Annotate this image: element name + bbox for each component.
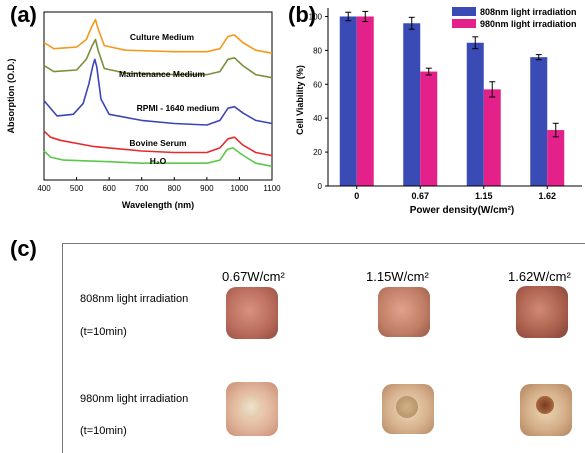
bar-808-0 — [339, 16, 357, 186]
bar-980-1.62 — [547, 130, 565, 186]
x-axis-title-b: Power density(W/cm²) — [410, 205, 514, 216]
tissue-980-1.15 — [382, 384, 434, 434]
legend-swatch-808 — [452, 7, 476, 16]
tissue-808-1.62 — [516, 286, 568, 338]
panel-label-c: (c) — [10, 236, 37, 261]
y-axis-title-a: Absorption (O.D.) — [6, 59, 16, 134]
legend-label-980: 980nm light irradiation — [480, 19, 577, 29]
cell-viability-chart: 0 20 40 60 80 100 0 0.67 1.15 1.62 808nm light ir… — [295, 7, 582, 216]
bar-980-0 — [356, 16, 374, 186]
plot-frame-a — [43, 11, 273, 181]
spectrum-line-0 — [43, 18, 273, 54]
bar-808-1.62 — [530, 57, 548, 187]
panel-label-a: (a) — [10, 2, 37, 27]
absorption-chart: 400 500 600 700 800 900 1000 1100 Culture Mediu… — [6, 11, 281, 210]
row-label-808: 808nm light irradiation — [80, 293, 189, 305]
y-tick-label-b: 20 — [313, 148, 322, 157]
spectrum-line-2 — [43, 58, 273, 126]
spectrum-line-1 — [43, 38, 273, 79]
series-label-a: H₂O — [150, 156, 167, 166]
x-tick-label-a: 600 — [102, 184, 116, 193]
series-label-a: RPMI - 1640 medium — [137, 103, 220, 113]
x-tick-label-a: 700 — [135, 184, 149, 193]
column-header-1.62: 1.62W/cm² — [508, 269, 571, 284]
row-time-980: (t=10min) — [80, 425, 127, 437]
x-tick-label-a: 1000 — [231, 184, 249, 193]
column-header-0.67: 0.67W/cm² — [222, 269, 285, 284]
tissue-980-1.62 — [520, 384, 572, 436]
bar-808-0.67 — [403, 23, 421, 187]
series-label-a: Maintenance Medium — [119, 69, 205, 79]
tissue-980-0.67 — [226, 382, 278, 436]
y-tick-label-b: 80 — [313, 46, 322, 55]
x-tick-label-a: 1100 — [263, 184, 281, 193]
y-tick-label-b: 40 — [313, 114, 322, 123]
y-axis-title-b: Cell Viability (%) — [295, 65, 305, 135]
series-label-a: Culture Medium — [130, 32, 195, 42]
legend-label-808: 808nm light irradiation — [480, 7, 577, 17]
x-tick-label-a: 900 — [200, 184, 214, 193]
y-tick-label-b: 0 — [318, 182, 323, 191]
y-tick-label-b: 60 — [313, 80, 322, 89]
x-tick-label-b: 0 — [354, 191, 359, 201]
x-tick-label-a: 800 — [168, 184, 182, 193]
figure: (a) (b) (c) 400 500 600 700 800 900 1000 1100 C… — [6, 2, 585, 453]
column-header-1.15: 1.15W/cm² — [366, 269, 429, 284]
bar-980-1.15 — [483, 89, 501, 186]
tissue-lesion — [240, 396, 262, 418]
x-axis-title-a: Wavelength (nm) — [122, 200, 194, 210]
bar-808-1.15 — [466, 42, 484, 186]
x-tick-label-b: 1.62 — [538, 191, 556, 201]
row-label-980: 980nm light irradiation — [80, 393, 189, 405]
tissue-808-0.67 — [226, 287, 278, 339]
tissue-photo-panel — [62, 243, 585, 453]
legend-swatch-980 — [452, 19, 476, 28]
tissue-lesion — [396, 396, 418, 418]
spectrum-line-3 — [43, 130, 273, 157]
x-tick-label-b: 0.67 — [411, 191, 429, 201]
panel-label-b: (b) — [288, 2, 317, 27]
x-tick-label-a: 400 — [37, 184, 51, 193]
series-label-a: Bovine Serum — [129, 138, 187, 148]
tissue-lesion — [536, 396, 554, 414]
bar-980-0.67 — [420, 71, 438, 186]
row-time-808: (t=10min) — [80, 326, 127, 338]
tissue-808-1.15 — [378, 287, 430, 337]
x-tick-label-b: 1.15 — [475, 191, 493, 201]
y-tick-label-b: 100 — [309, 12, 323, 21]
x-tick-label-a: 500 — [70, 184, 84, 193]
spectrum-line-4 — [43, 147, 273, 168]
